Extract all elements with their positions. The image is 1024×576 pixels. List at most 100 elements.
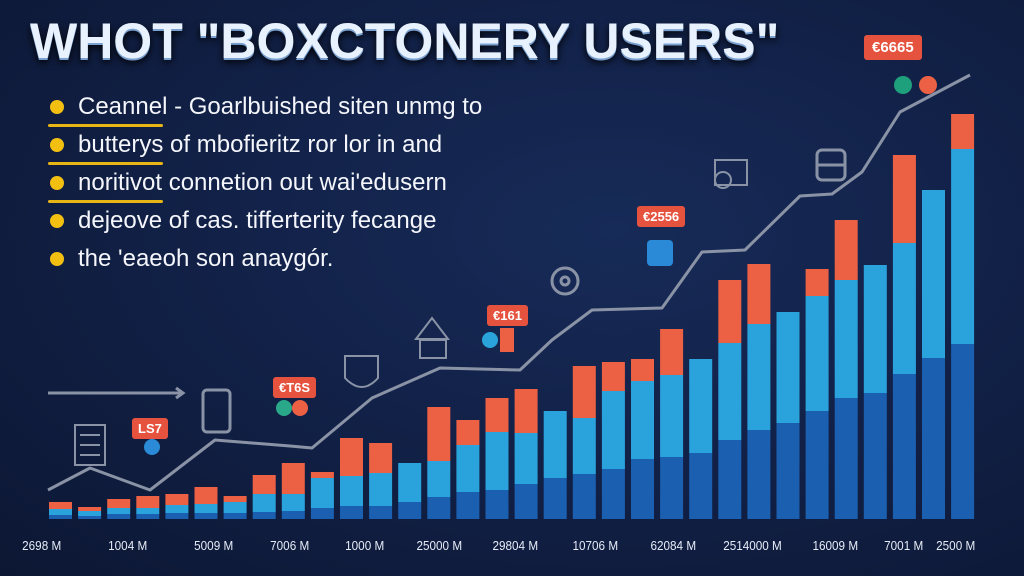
bar-segment-light	[805, 296, 829, 411]
bar-segment-dark	[747, 430, 771, 519]
bullet-icon	[50, 100, 64, 114]
bar-segment-dark	[543, 478, 567, 519]
x-tick-label: 7006 M	[270, 538, 310, 553]
bar-segment-dark	[310, 508, 334, 519]
bar-segment-light	[631, 381, 654, 459]
bar-segment-light	[747, 324, 771, 430]
bar-segment-dark	[485, 490, 509, 519]
bullet-icon	[50, 176, 64, 190]
bullet-text: butterys of mbofieritz ror lor in and	[78, 131, 443, 158]
bullet-text: dejeove of cas. tifferterity fecange	[78, 207, 437, 234]
building-icon	[74, 424, 106, 466]
bar-segment-dark	[78, 516, 102, 519]
bar-segment-dark	[398, 502, 422, 519]
bar-segment-light	[78, 511, 102, 516]
bullet-icon	[50, 138, 64, 152]
bullet-item: dejeove of cas. tifferterity fecange	[48, 206, 482, 244]
bar-segment-light	[49, 509, 72, 515]
bar-segment-light	[398, 463, 422, 502]
underline	[48, 162, 163, 165]
x-tick-label: 62084 M	[650, 538, 697, 553]
bar-segment-red	[660, 329, 684, 375]
badge-icons	[144, 76, 937, 455]
bar-segment-light	[252, 494, 276, 512]
bar-segment-red	[165, 494, 189, 505]
bar-segment-dark	[689, 453, 713, 519]
bar-segment-red	[281, 463, 305, 494]
bar-segment-red	[747, 264, 771, 324]
bar-segment-red	[718, 280, 742, 343]
bar-segment-dark	[951, 344, 975, 519]
bar-segment-light	[572, 418, 596, 474]
bar-segment-light	[456, 445, 480, 492]
bar-segment-dark	[49, 515, 72, 519]
bar-segment-red	[49, 502, 72, 509]
bar-segment-light	[310, 478, 334, 508]
bar-segment-dark	[892, 374, 916, 519]
monitor-icon	[714, 159, 748, 189]
bar-segment-light	[427, 461, 451, 497]
bar-segment-dark	[718, 440, 742, 519]
bar-segment-dark	[805, 411, 829, 519]
x-tick-label: 2500 M	[936, 538, 976, 553]
bar-segment-dark	[369, 506, 393, 519]
bullet-item: noritivot connetion out wai'edusern	[48, 168, 482, 206]
bar-segment-light	[834, 280, 858, 398]
bar-segment-light	[718, 343, 742, 440]
x-tick-label: 25000 M	[416, 538, 463, 553]
bar-segment-dark	[107, 514, 131, 519]
phone-icon	[201, 388, 232, 434]
bar-segment-red	[107, 499, 131, 508]
bar-segment-light	[485, 432, 509, 490]
bullet-text: Ceannel - Goarlbuished siten unmg to	[78, 93, 483, 120]
bar-segment-red	[514, 389, 538, 433]
x-tick-label: 29804 M	[492, 538, 539, 553]
bullet-item: the 'eaeoh son anaygór.	[48, 244, 482, 282]
bar-segment-dark	[922, 358, 945, 519]
bar-segment-dark	[136, 514, 160, 519]
bar-segment-dark	[165, 513, 189, 519]
car-icon	[815, 148, 847, 182]
house-icon	[413, 316, 451, 359]
bar-segment-red	[601, 362, 625, 391]
x-tick-label: 5009 M	[194, 538, 234, 553]
bar-segment-dark	[776, 423, 800, 519]
bar-segment-light	[776, 312, 800, 423]
bar-segment-dark	[281, 511, 305, 519]
bar-segment-light	[340, 476, 363, 506]
callout-label: LS7	[132, 418, 168, 439]
underline	[48, 200, 163, 203]
bar-segment-dark	[194, 513, 218, 519]
x-tick-label: 1004 M	[108, 538, 148, 553]
bars	[49, 114, 975, 519]
bar-segment-red	[631, 359, 654, 381]
bar-segment-dark	[456, 492, 480, 519]
bar-segment-light	[922, 190, 945, 358]
bar-segment-red	[136, 496, 160, 508]
arrow-icon	[48, 386, 186, 400]
bar-segment-red	[310, 472, 334, 478]
bar-segment-light	[892, 243, 916, 374]
x-tick-label: 7001 M	[884, 538, 924, 553]
bar-segment-light	[281, 494, 305, 511]
bar-segment-dark	[427, 497, 451, 519]
bar-segment-red	[572, 366, 596, 418]
steering-wheel-icon	[550, 266, 580, 296]
bar-segment-dark	[631, 459, 654, 519]
page-title: WHOT "BOXCTONERY USERS"	[30, 13, 780, 69]
bar-segment-red	[78, 507, 102, 511]
bar-segment-light	[369, 473, 393, 506]
bar-segment-red	[892, 155, 916, 243]
bar-segment-light	[689, 359, 713, 453]
underline	[48, 124, 163, 127]
callout-label: €161	[487, 305, 528, 326]
bullet-list: Ceannel - Goarlbuished siten unmg to but…	[48, 92, 482, 282]
bar-segment-red	[427, 407, 451, 461]
bar-segment-dark	[660, 457, 684, 519]
bar-segment-dark	[252, 512, 276, 519]
bullet-icon	[50, 214, 64, 228]
bar-segment-red	[485, 398, 509, 432]
bar-segment-dark	[863, 393, 887, 519]
bullet-text: the 'eaeoh son anaygór.	[78, 245, 334, 272]
bar-segment-light	[165, 505, 189, 513]
